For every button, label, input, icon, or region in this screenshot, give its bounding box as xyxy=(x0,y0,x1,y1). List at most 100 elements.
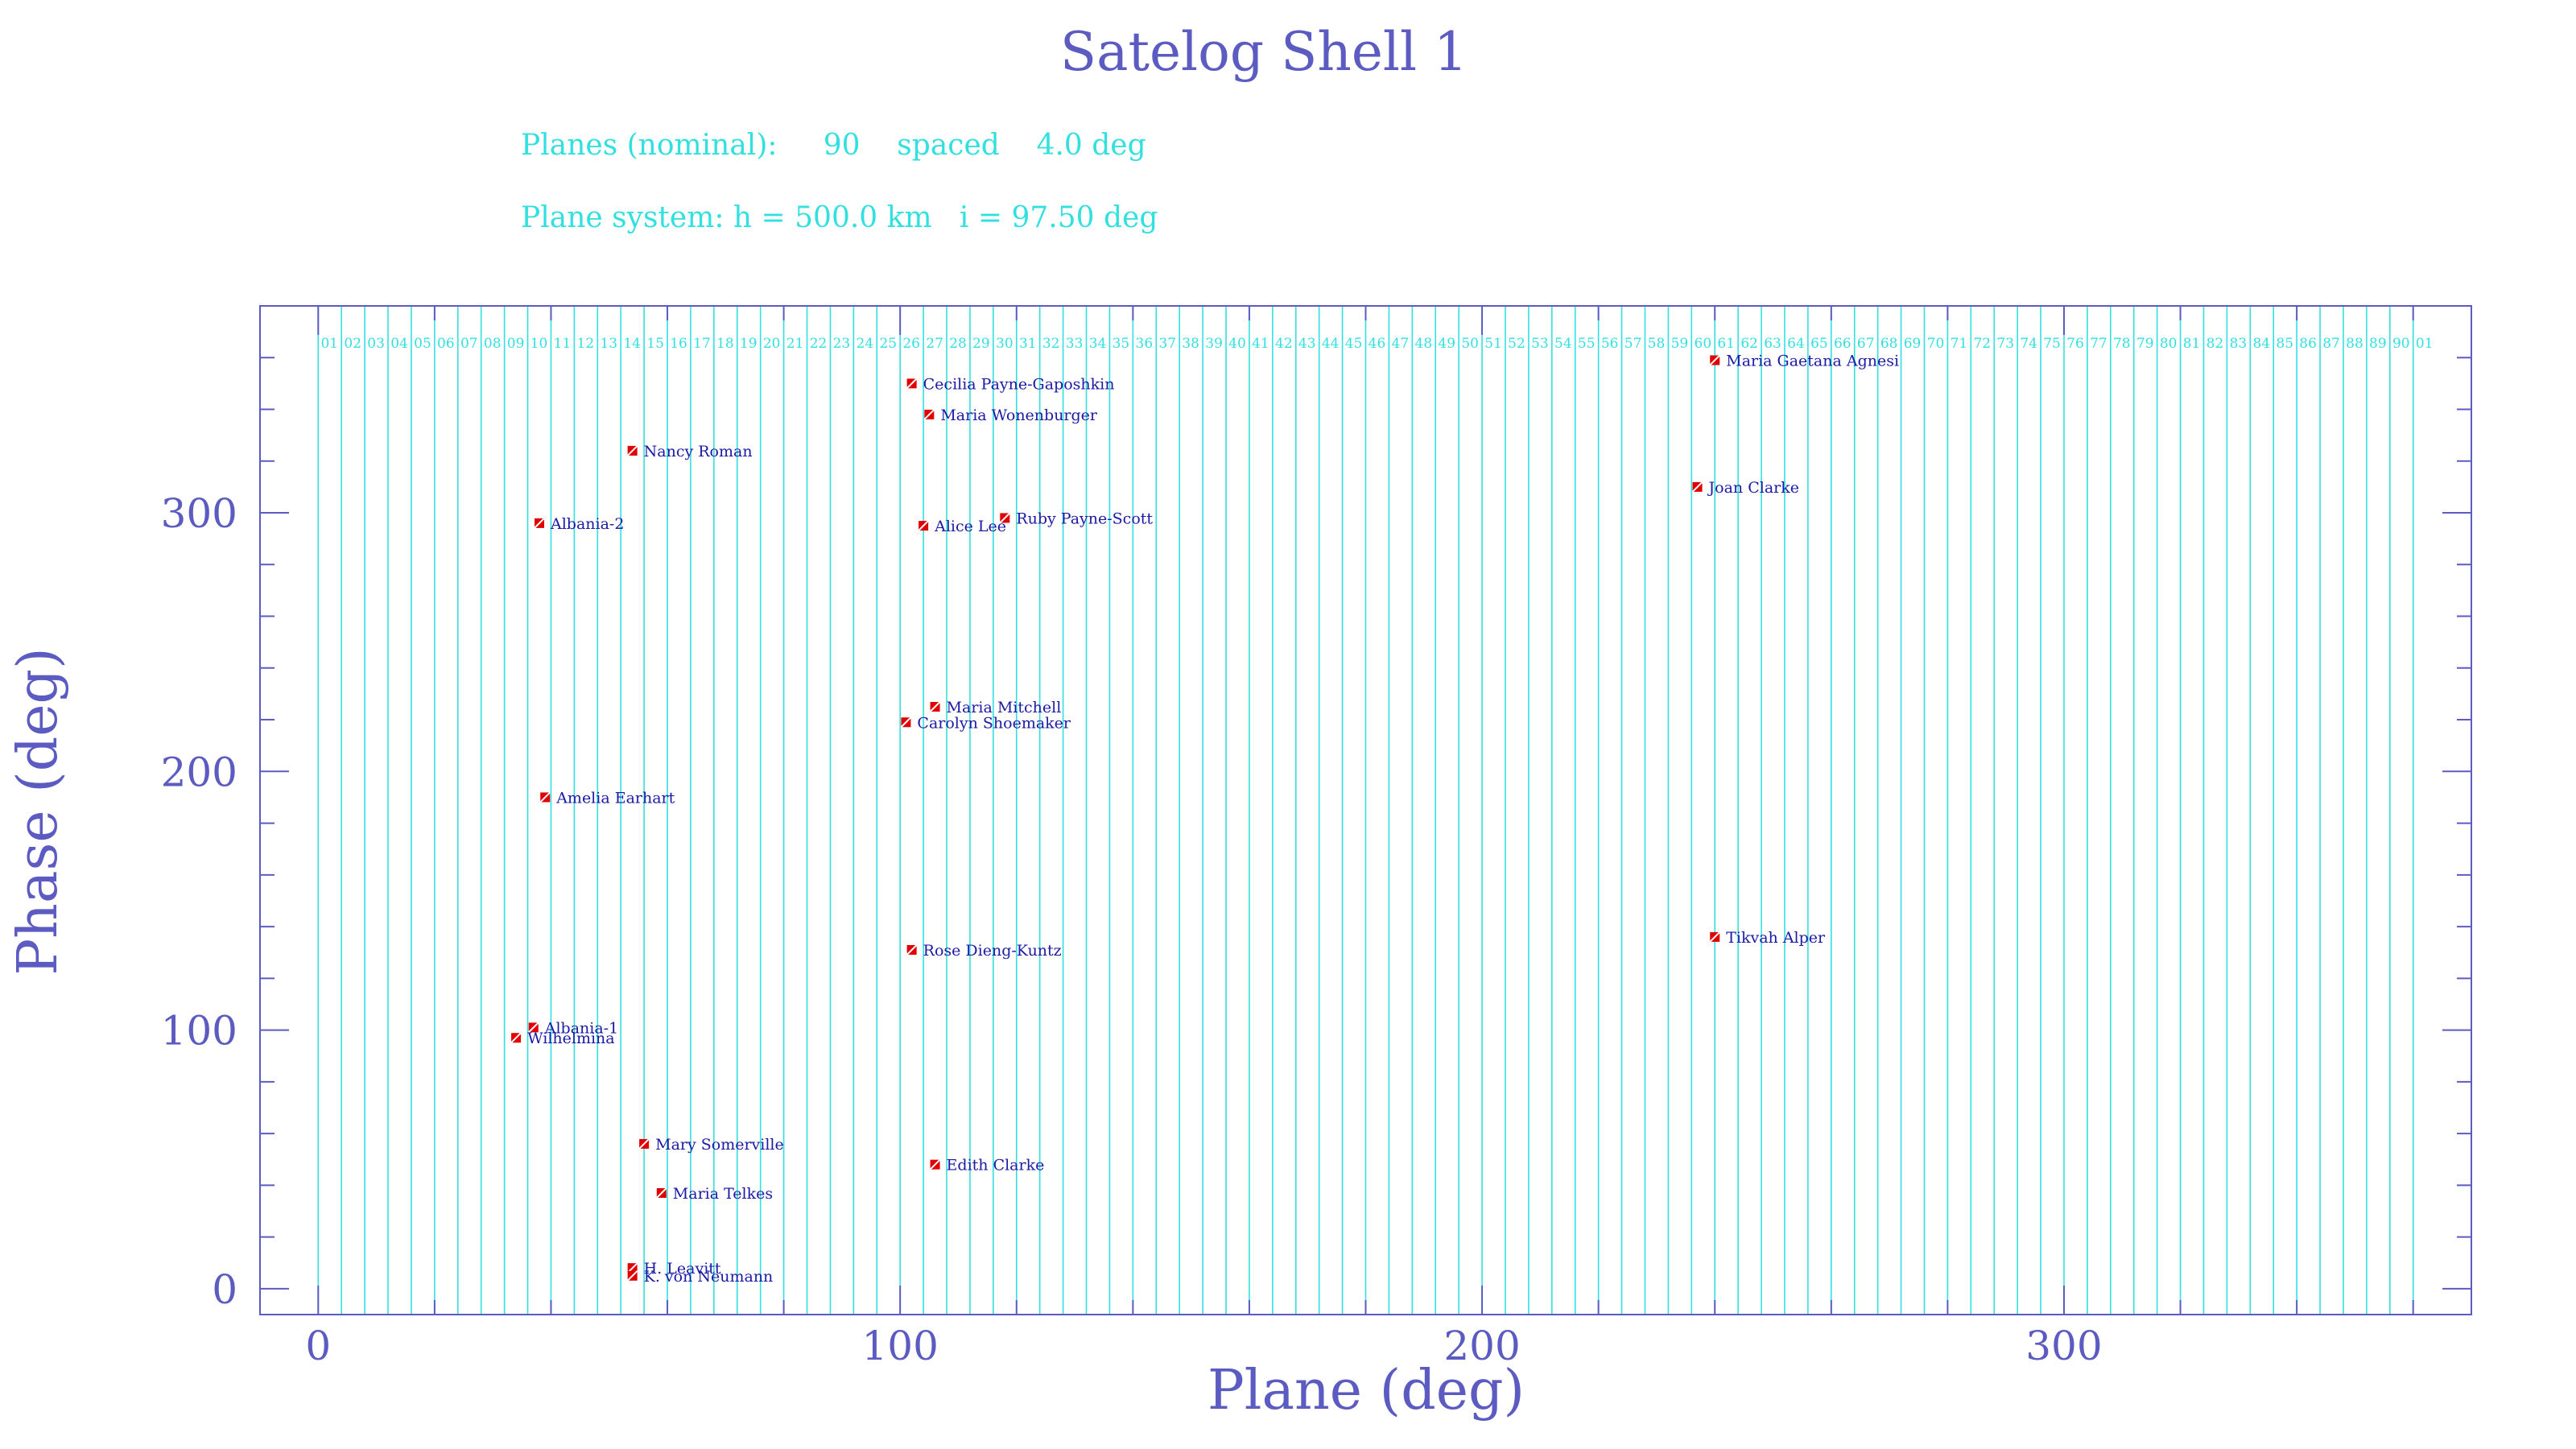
satellite-label: Nancy Roman xyxy=(644,443,753,460)
satellite-label: Wilhelmina xyxy=(527,1030,615,1047)
satellite-label: H. Leavitt xyxy=(644,1260,721,1278)
plane-label: 11 xyxy=(554,336,572,352)
plane-label: 03 xyxy=(367,336,385,352)
plane-label: 84 xyxy=(2252,336,2270,352)
satellite-label: Maria Telkes xyxy=(673,1185,773,1203)
satellite-marker-slash xyxy=(900,716,912,728)
satellite-marker-slash xyxy=(929,1158,941,1170)
plane-label: 80 xyxy=(2160,336,2178,352)
plane-label: 12 xyxy=(577,336,595,352)
plane-label: 24 xyxy=(857,336,874,352)
plane-label: 89 xyxy=(2369,336,2387,352)
plane-labels: 01 02 03 04 05 06 07 08 09 10 11 12 13 14 15 16 17 18 19 20… xyxy=(320,336,2433,352)
satellite-markers: Maria Gaetana Agnesi Cecilia Payne-Gaposh… xyxy=(510,352,1899,1286)
plane-label: 17 xyxy=(693,336,711,352)
plane-label: 82 xyxy=(2207,336,2224,352)
plane-label: 63 xyxy=(1764,336,1781,352)
satellite-label: Maria Mitchell xyxy=(947,699,1062,716)
satellite-label: Alice Lee xyxy=(934,518,1006,535)
plane-label: 48 xyxy=(1415,336,1433,352)
axis-ticks xyxy=(260,306,2471,1315)
plane-label: 69 xyxy=(1904,336,1922,352)
plane-label: 74 xyxy=(2020,336,2037,352)
satellite-marker-slash xyxy=(626,1270,638,1282)
plane-label: 73 xyxy=(1996,336,2014,352)
plane-label: 08 xyxy=(484,336,502,352)
satellite-marker-slash xyxy=(1709,354,1720,366)
satellite-label: Tikvah Alper xyxy=(1726,929,1826,947)
chart-title: Satelog Shell 1 xyxy=(1060,21,1468,83)
satellite-point: Tikvah Alper xyxy=(1709,929,1826,947)
satellite-point: Amelia Earhart xyxy=(539,789,675,807)
satellite-point: Wilhelmina xyxy=(510,1030,615,1047)
satellite-marker-slash xyxy=(656,1187,667,1199)
plane-label: 72 xyxy=(1973,336,1991,352)
plane-label: 01 xyxy=(320,336,338,352)
satellite-marker-slash xyxy=(1691,481,1703,493)
satellite-label: Joan Clarke xyxy=(1707,479,1799,497)
plane-label: 19 xyxy=(740,336,758,352)
satellite-marker-slash xyxy=(906,944,918,956)
satellite-label: Amelia Earhart xyxy=(555,789,675,807)
satellite-label: K. von Neumann xyxy=(644,1268,774,1286)
plane-label: 66 xyxy=(1834,336,1852,352)
plane-label: 85 xyxy=(2276,336,2293,352)
plane-label: 22 xyxy=(810,336,828,352)
plane-label: 20 xyxy=(763,336,781,352)
plane-label: 79 xyxy=(2136,336,2154,352)
plane-label: 28 xyxy=(949,336,967,352)
plane-label: 57 xyxy=(1624,336,1642,352)
plane-label: 16 xyxy=(670,336,687,352)
plane-label: 02 xyxy=(344,336,361,352)
satellite-point: Albania-1 xyxy=(528,1019,618,1037)
plane-label: 81 xyxy=(2183,336,2201,352)
x-tick-label: 200 xyxy=(1443,1323,1520,1369)
satellite-marker-slash xyxy=(999,512,1011,524)
satellite-marker-slash xyxy=(929,701,941,712)
plane-label: 59 xyxy=(1671,336,1689,352)
satellite-point: Edith Clarke xyxy=(929,1157,1045,1174)
satellite-point: Carolyn Shoemaker xyxy=(900,714,1071,732)
plane-label: 27 xyxy=(926,336,943,352)
plane-label: 41 xyxy=(1252,336,1269,352)
plane-label: 75 xyxy=(2043,336,2061,352)
planes-info-line: Planes (nominal): 90 spaced 4.0 deg xyxy=(521,129,1146,162)
plane-label: 53 xyxy=(1531,336,1549,352)
plane-label: 58 xyxy=(1648,336,1666,352)
plane-label: 77 xyxy=(2090,336,2107,352)
plane-label: 10 xyxy=(530,336,548,352)
x-tick-label: 100 xyxy=(861,1323,938,1369)
plane-label: 15 xyxy=(646,336,664,352)
plane-label: 45 xyxy=(1345,336,1363,352)
plane-label: 67 xyxy=(1857,336,1875,352)
plane-label: 64 xyxy=(1787,336,1805,352)
satellite-label: Albania-2 xyxy=(550,515,624,533)
plane-label: 25 xyxy=(879,336,897,352)
plane-label: 47 xyxy=(1392,336,1410,352)
plane-label: 38 xyxy=(1182,336,1199,352)
plane-label: 14 xyxy=(623,336,641,352)
satellite-marker-slash xyxy=(534,518,545,529)
y-tick-labels: 0 100 200 300 xyxy=(161,490,237,1313)
plane-label: 52 xyxy=(1508,336,1525,352)
plane-label: 56 xyxy=(1601,336,1619,352)
satellite-label: Albania-1 xyxy=(544,1019,618,1037)
plane-label: 05 xyxy=(414,336,431,352)
satellite-point: Alice Lee xyxy=(918,518,1006,535)
y-axis-label: Phase (deg) xyxy=(6,647,70,975)
satellite-point: Maria Mitchell xyxy=(929,699,1062,716)
plane-label: 87 xyxy=(2322,336,2340,352)
satellite-marker-slash xyxy=(626,445,638,456)
plane-label: 01 xyxy=(2416,336,2434,352)
y-tick-label: 300 xyxy=(161,490,237,537)
satellite-label: Carolyn Shoemaker xyxy=(917,714,1071,732)
plane-label: 32 xyxy=(1042,336,1060,352)
plane-label: 49 xyxy=(1438,336,1455,352)
satellite-label: Edith Clarke xyxy=(947,1157,1045,1174)
plane-label: 26 xyxy=(902,336,920,352)
plane-label: 90 xyxy=(2392,336,2410,352)
plane-label: 37 xyxy=(1158,336,1176,352)
satellite-label: Mary Somerville xyxy=(655,1136,784,1154)
satellite-marker-slash xyxy=(539,791,551,803)
